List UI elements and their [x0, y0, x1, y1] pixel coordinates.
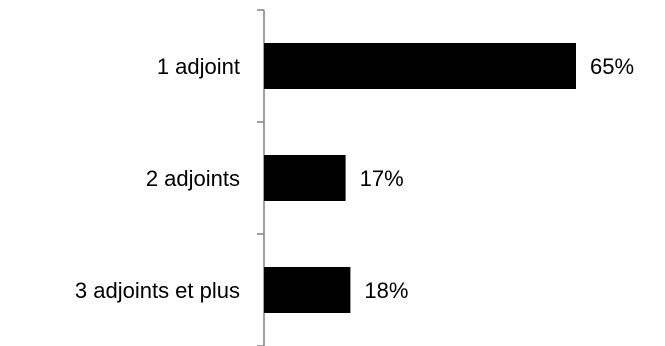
- bar-1: [264, 43, 576, 89]
- category-label-1: 1 adjoint: [157, 54, 240, 79]
- category-label-3: 3 adjoints et plus: [75, 278, 240, 303]
- value-label-1: 65%: [590, 54, 634, 79]
- value-labels: 65% 17% 18%: [360, 54, 634, 303]
- value-label-2: 17%: [360, 166, 404, 191]
- bar-3: [264, 267, 351, 313]
- category-label-2: 2 adjoints: [146, 166, 240, 191]
- category-labels: 1 adjoint 2 adjoints 3 adjoints et plus: [75, 54, 240, 303]
- value-label-3: 18%: [364, 278, 408, 303]
- bar-2: [264, 155, 346, 201]
- bars-group: [264, 43, 576, 313]
- category-axis: [257, 9, 265, 346]
